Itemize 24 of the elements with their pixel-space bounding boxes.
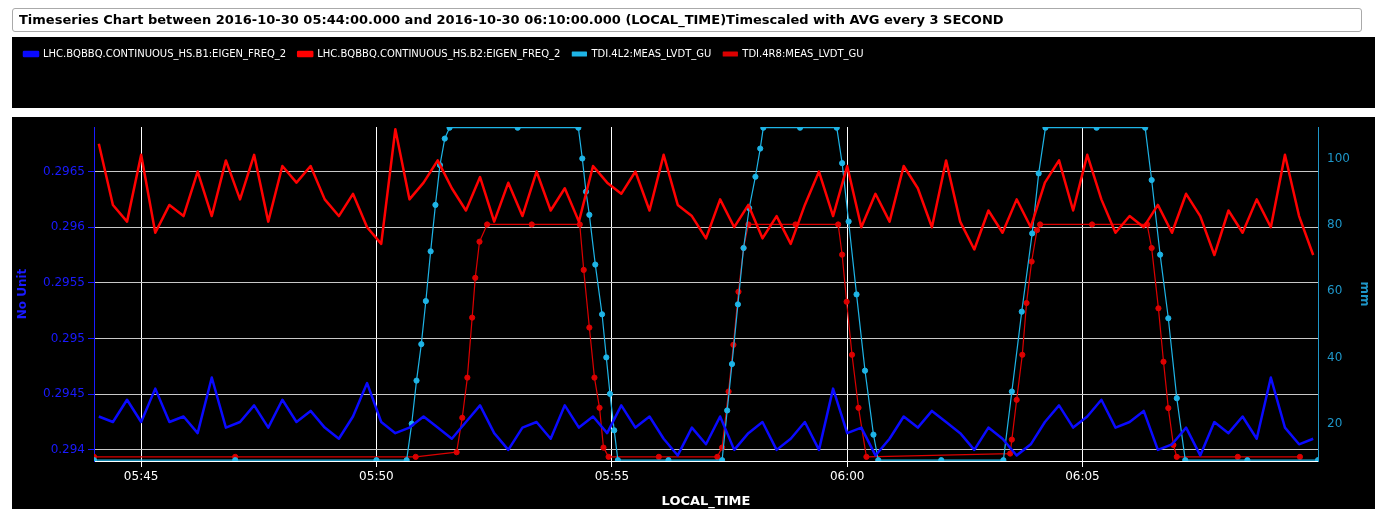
legend-label: TDI.4L2:MEAS_LVDT_GU — [590, 47, 712, 60]
chart-title: Timeseries Chart between 2016-10-30 05:44:00.000 and 2016-10-30 06:10:00.000 (LOCAL_TIME)Timescaled with AVG every 3 SECOND — [12, 8, 1362, 32]
y-tick-label: 0.296 — [50, 219, 85, 234]
y2-tick-label: 60 — [1327, 283, 1343, 298]
y-tick-label: 0.2945 — [43, 386, 85, 401]
legend-label: TDI.4R8:MEAS_LVDT_GU — [741, 47, 864, 60]
y-tick-label: 0.2965 — [43, 163, 85, 178]
x-tick-label: 05:55 — [594, 469, 630, 484]
x-tick-label: 06:00 — [829, 469, 865, 484]
y-axis-title: No Unit — [15, 268, 30, 320]
y2-tick-label: 80 — [1327, 216, 1343, 231]
y-tick-label: 0.294 — [50, 441, 85, 456]
x-tick-label: 05:50 — [359, 469, 394, 484]
legend-label: LHC.BQBBQ.CONTINUOUS_HS.B1:EIGEN_FREQ_2 — [43, 47, 287, 60]
y-tick-label: 0.295 — [50, 330, 85, 345]
y2-tick-label: 100 — [1327, 150, 1350, 165]
y2-tick-label: 40 — [1327, 349, 1343, 364]
y2-axis-title: mm — [1357, 281, 1372, 307]
y2-tick-label: 20 — [1327, 415, 1343, 430]
y-tick-label: 0.2955 — [43, 274, 85, 289]
legend-label: LHC.BQBBQ.CONTINUOUS_HS.B2:EIGEN_FREQ_2 — [317, 47, 561, 60]
x-tick-label: 06:05 — [1065, 469, 1100, 484]
x-tick-label: 05:45 — [123, 469, 159, 484]
x-axis-title: LOCAL_TIME — [661, 492, 751, 509]
